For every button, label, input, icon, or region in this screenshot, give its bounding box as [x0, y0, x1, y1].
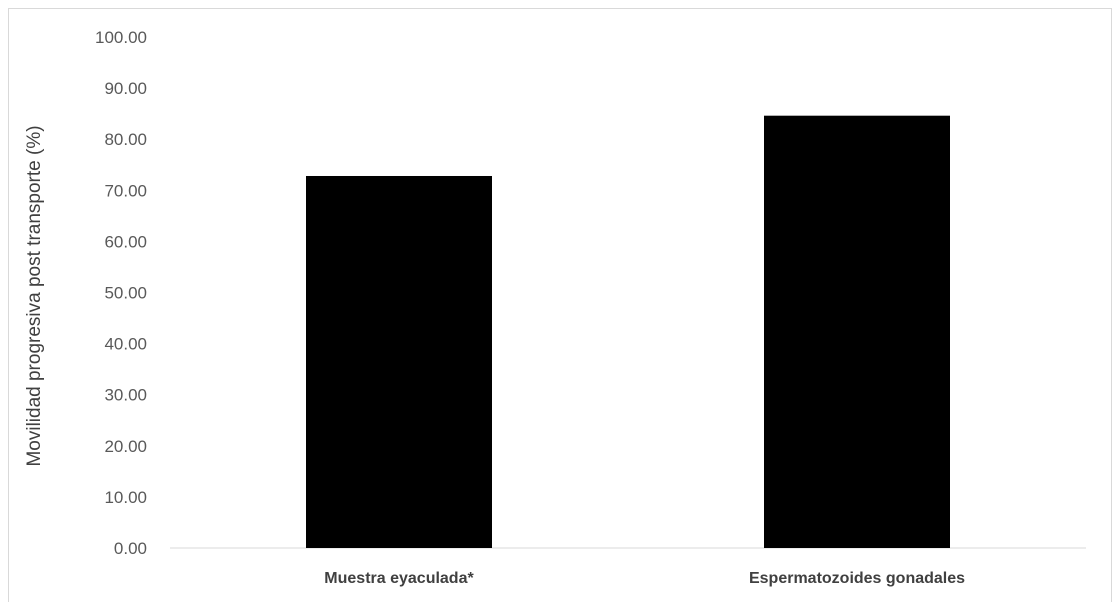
y-tick-label: 0.00	[114, 539, 147, 558]
y-tick-label: 20.00	[104, 437, 147, 456]
y-tick-label: 70.00	[104, 181, 147, 200]
y-tick-label: 90.00	[104, 79, 147, 98]
y-tick-label: 80.00	[104, 130, 147, 149]
x-category-label: Espermatozoides gonadales	[749, 570, 965, 587]
y-tick-label: 40.00	[104, 335, 147, 354]
y-tick-label: 100.00	[95, 28, 147, 47]
bar	[764, 115, 950, 548]
x-category-label: Muestra eyaculada*	[324, 570, 474, 587]
y-axis-label: Movilidad progresiva post transporte (%)	[24, 125, 45, 466]
bar	[306, 175, 492, 548]
y-tick-label: 50.00	[104, 284, 147, 303]
y-tick-label: 60.00	[104, 232, 147, 251]
y-tick-label: 10.00	[104, 488, 147, 507]
y-tick-label: 30.00	[104, 386, 147, 405]
